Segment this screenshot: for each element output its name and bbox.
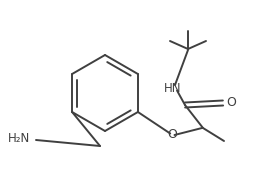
Text: O: O (226, 96, 236, 109)
Text: H₂N: H₂N (8, 133, 30, 146)
Text: O: O (167, 128, 177, 141)
Text: HN: HN (164, 82, 182, 95)
